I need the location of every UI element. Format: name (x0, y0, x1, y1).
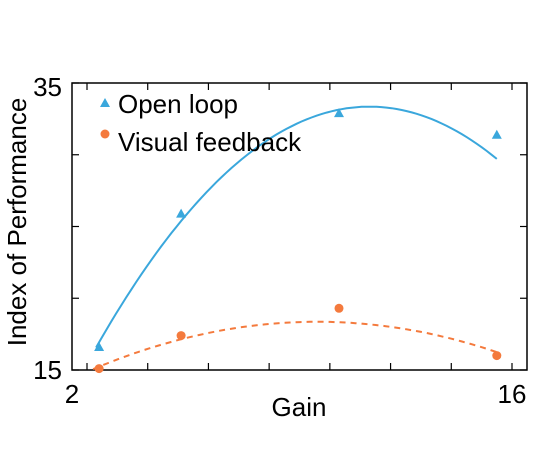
y-tick-label-min: 15 (33, 355, 62, 385)
data-point-series-1-3 (492, 351, 502, 361)
data-point-series-0-2 (334, 108, 344, 118)
y-tick-label-max: 35 (33, 72, 62, 102)
data-point-series-1-2 (334, 303, 344, 313)
x-axis-label: Gain (272, 392, 327, 422)
fit-curves (92, 105, 498, 371)
legend-open-loop-label: Open loop (118, 89, 238, 119)
data-point-series-0-1 (176, 208, 187, 218)
data-markers (94, 108, 502, 374)
axis-ticks (72, 82, 527, 371)
legend-visual-feedback-marker (100, 129, 110, 139)
fit-curve-series-0 (95, 105, 498, 348)
data-point-series-0-0 (94, 342, 105, 351)
data-point-series-0-3 (491, 129, 502, 139)
legend-visual-feedback-label: Visual feedback (118, 127, 302, 157)
data-point-series-1-1 (176, 331, 186, 341)
data-point-series-1-0 (94, 364, 104, 374)
x-tick-label-max: 16 (498, 379, 527, 409)
legend-open-loop-marker (100, 98, 110, 107)
y-axis-label: Index of Performance (2, 98, 32, 347)
legend: Open loop Visual feedback (100, 89, 302, 157)
fit-curve-series-1 (92, 320, 498, 371)
x-tick-label-min: 2 (65, 379, 79, 409)
